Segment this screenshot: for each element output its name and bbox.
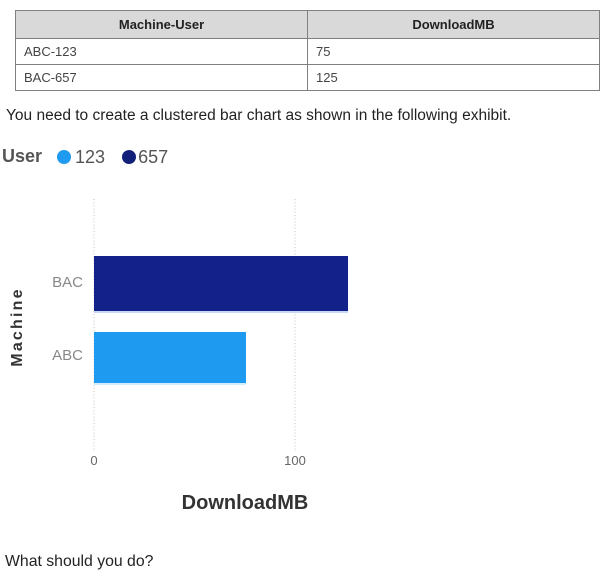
svg-text:0: 0 [90,453,97,468]
svg-text:ABC: ABC [52,347,83,364]
svg-text:Machine: Machine [9,287,26,366]
svg-text:100: 100 [284,453,306,468]
svg-text:BAC: BAC [52,274,83,291]
svg-text:DownloadMB: DownloadMB [182,492,309,514]
